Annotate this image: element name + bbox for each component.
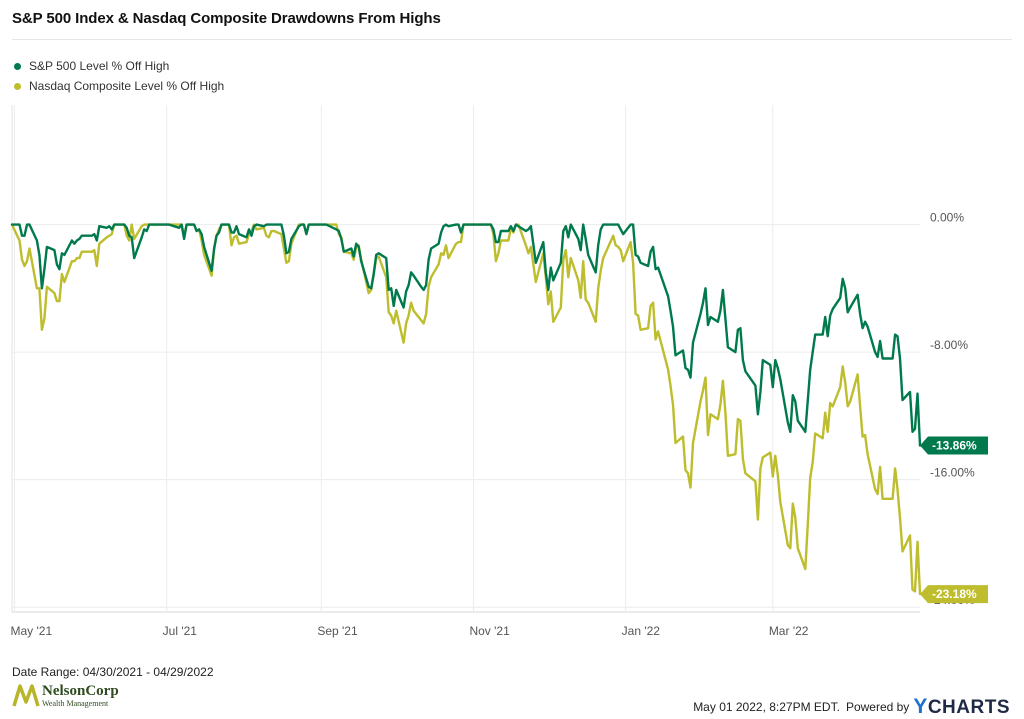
chart-title: S&P 500 Index & Nasdaq Composite Drawdow… (12, 10, 441, 27)
legend-label-sp500: S&P 500 Level % Off High (29, 59, 170, 73)
date-range: Date Range: 04/30/2021 - 04/29/2022 (12, 665, 214, 679)
end-flag-nasdaq (920, 585, 988, 604)
x-tick-label: Mar '22 (769, 624, 809, 638)
ycharts-logo[interactable]: YCHARTS (913, 695, 1010, 719)
nelsoncorp-mark-icon (12, 684, 40, 707)
nelsoncorp-logo: NelsonCorp Wealth Management (12, 682, 119, 710)
x-tick-label: Jul '21 (163, 624, 198, 638)
legend: S&P 500 Level % Off High Nasdaq Composit… (14, 56, 224, 96)
end-flag-sp500 (920, 436, 988, 455)
legend-item-sp500[interactable]: S&P 500 Level % Off High (14, 56, 224, 76)
ycharts-logo-y: Y (913, 695, 928, 718)
legend-dot-nasdaq (14, 82, 21, 90)
x-tick-label: Sep '21 (317, 624, 358, 638)
title-divider (12, 39, 1012, 40)
x-tick-label: Nov '21 (469, 624, 510, 638)
legend-label-nasdaq: Nasdaq Composite Level % Off High (29, 79, 225, 93)
chart-svg: May '21 Jul '21 Sep '21 Nov '21 Jan '22 Mar '… (10, 105, 988, 638)
timestamp: May 01 2022, 8:27PM EDT. (693, 700, 840, 714)
logo-name: NelsonCorp (42, 683, 119, 699)
legend-dot-sp500 (14, 62, 21, 70)
series-line-nasdaq (10, 223, 922, 596)
powered-by-label: Powered by (845, 700, 910, 714)
series-line-sp500 (10, 223, 922, 447)
x-tick-label: May '21 (10, 624, 52, 638)
footer-attribution: May 01 2022, 8:27PM EDT. Powered by YCHA… (693, 695, 1010, 719)
end-label-nasdaq: -23.18% (932, 587, 977, 601)
legend-item-nasdaq[interactable]: Nasdaq Composite Level % Off High (14, 76, 224, 96)
end-label-sp500: -13.86% (932, 439, 977, 453)
x-tick-label: Jan '22 (622, 624, 661, 638)
logo-subtitle: Wealth Management (42, 699, 109, 708)
y-tick-label: -16.00% (930, 466, 975, 480)
ycharts-logo-rest: CHARTS (927, 697, 1010, 718)
y-tick-label: 0.00% (930, 211, 964, 225)
y-tick-label: -8.00% (930, 338, 968, 352)
